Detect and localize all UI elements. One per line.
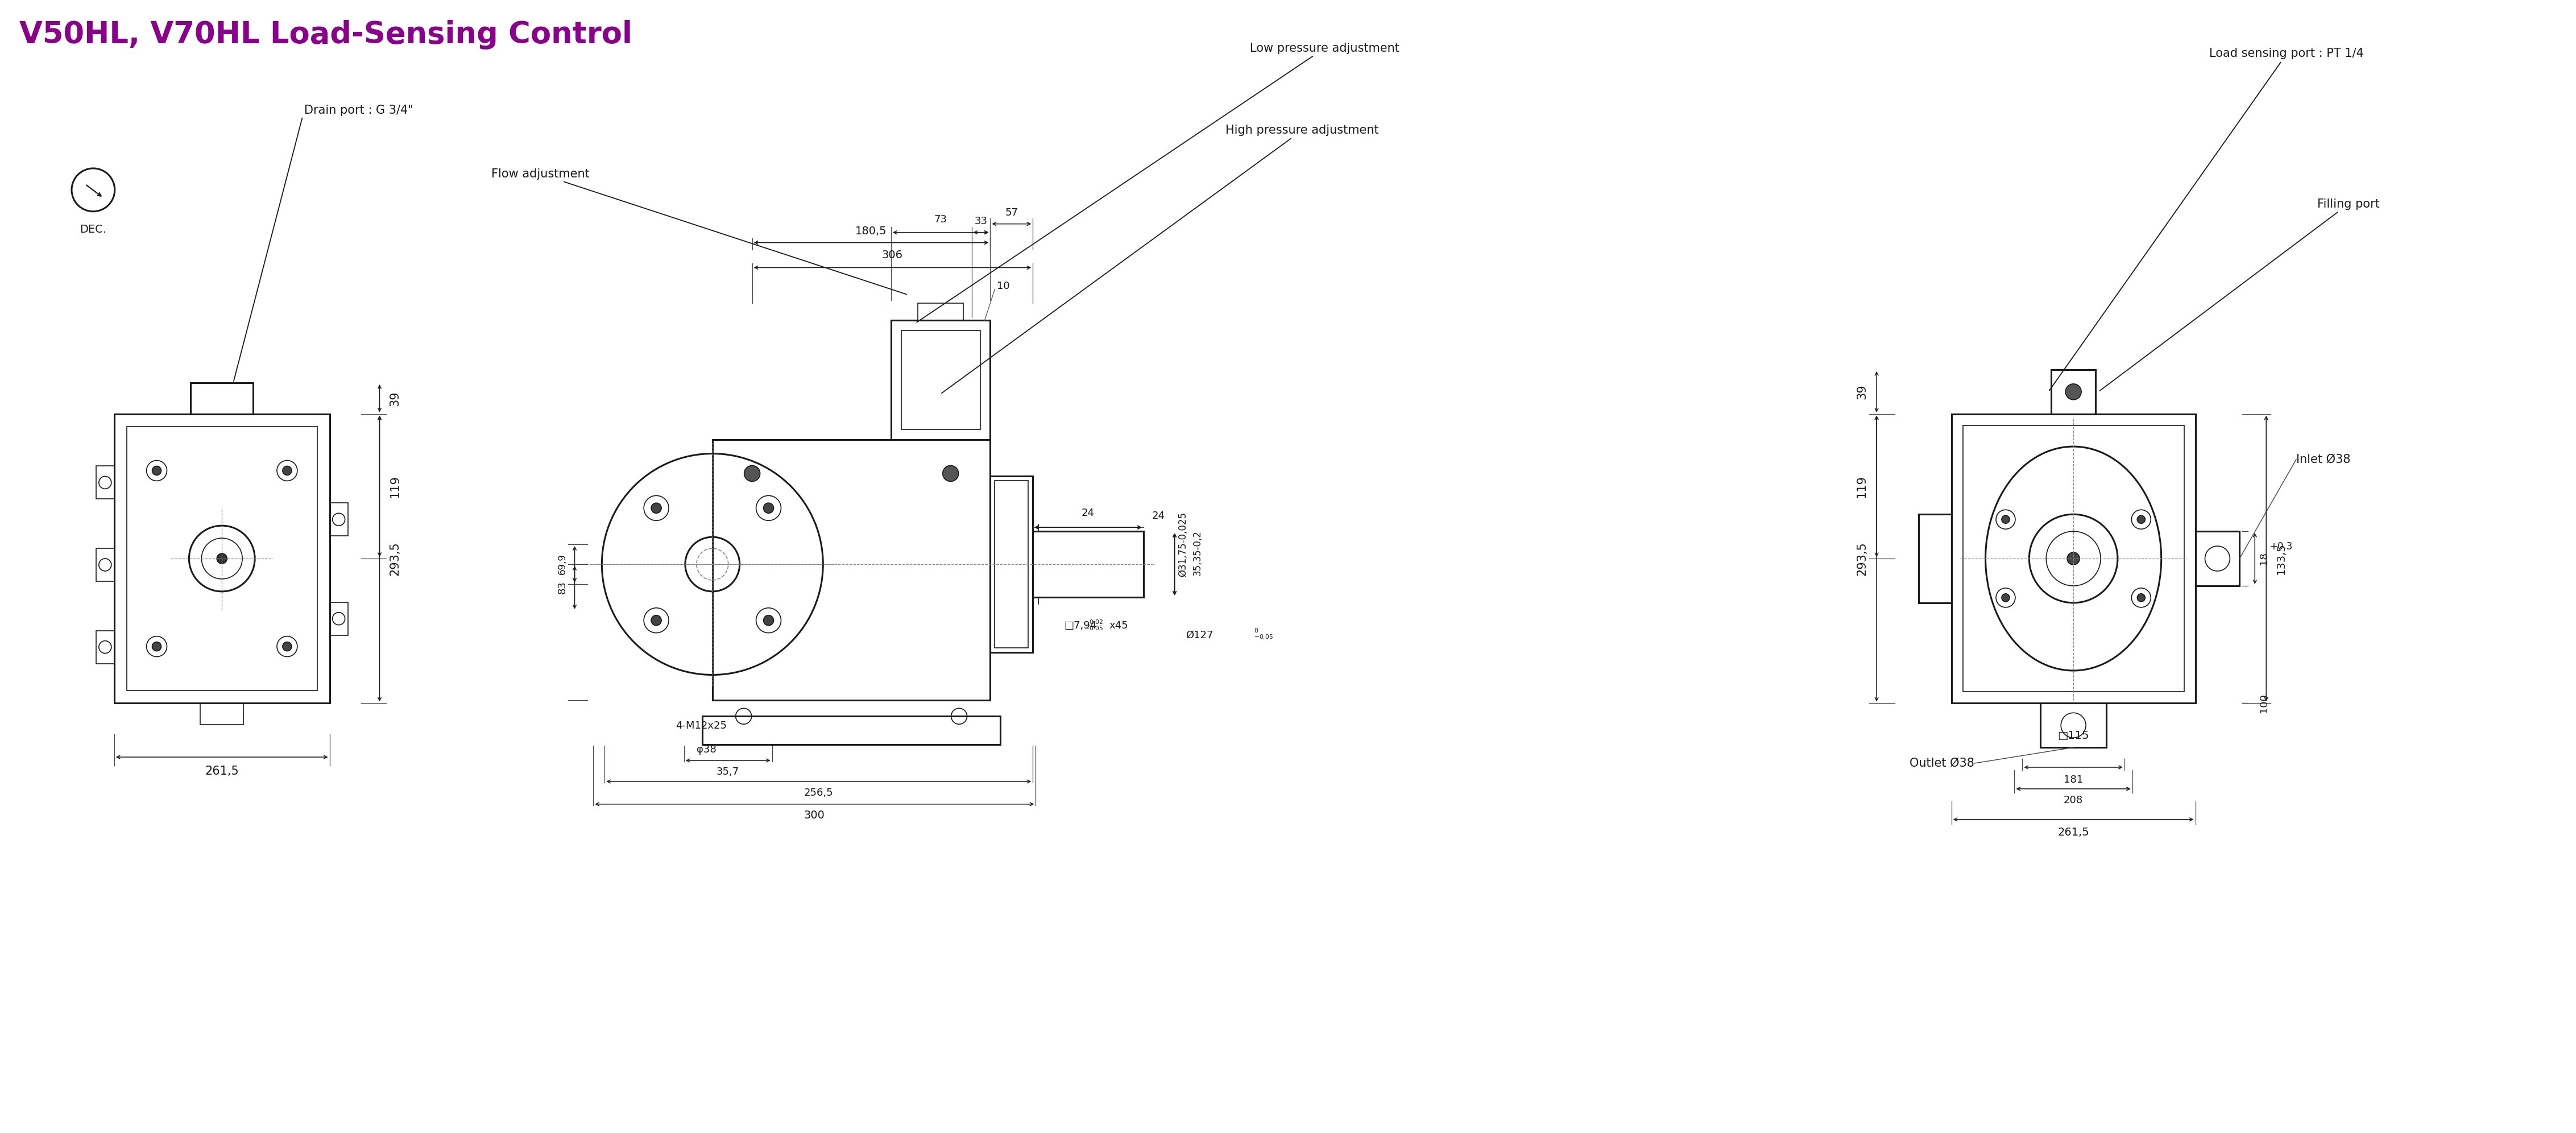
Bar <box>2195 531 2239 586</box>
Text: 35,35-0,2: 35,35-0,2 <box>1193 530 1203 576</box>
Text: 293,5: 293,5 <box>389 542 399 576</box>
Text: 256,5: 256,5 <box>804 787 835 798</box>
Text: 73: 73 <box>935 214 948 224</box>
Circle shape <box>152 642 162 651</box>
Text: +0.3: +0.3 <box>2269 542 2293 552</box>
Text: V50HL, V70HL Load-Sensing Control: V50HL, V70HL Load-Sensing Control <box>21 19 634 50</box>
Text: 300: 300 <box>804 810 824 821</box>
Text: 39: 39 <box>389 391 399 406</box>
Text: 24: 24 <box>1082 508 1095 518</box>
Text: $^{-0.02}_{-0.05}$: $^{-0.02}_{-0.05}$ <box>1084 619 1103 632</box>
Text: 57: 57 <box>1005 207 1018 218</box>
Circle shape <box>2138 594 2146 602</box>
Text: Filling port: Filling port <box>2099 198 2380 391</box>
Bar <box>902 331 979 429</box>
Bar <box>126 426 317 691</box>
Circle shape <box>762 503 773 513</box>
Text: Ø31,75-0,025: Ø31,75-0,025 <box>1177 512 1188 577</box>
Text: 69,9: 69,9 <box>556 554 567 574</box>
Text: 180,5: 180,5 <box>855 225 886 237</box>
Text: DEC.: DEC. <box>80 224 106 235</box>
Circle shape <box>744 466 760 482</box>
Bar <box>95 548 113 581</box>
Circle shape <box>2066 384 2081 400</box>
Bar <box>2050 369 2094 414</box>
Bar <box>2040 704 2107 748</box>
Bar <box>891 321 989 440</box>
Bar <box>95 466 113 499</box>
Bar <box>113 414 330 704</box>
Text: 4-M12x25: 4-M12x25 <box>675 721 726 731</box>
Circle shape <box>216 553 227 563</box>
Bar <box>201 704 245 725</box>
Circle shape <box>2066 552 2079 564</box>
Bar <box>703 716 999 744</box>
Text: 39: 39 <box>1857 384 1868 399</box>
Bar <box>95 631 113 664</box>
Text: 10: 10 <box>997 281 1010 291</box>
Text: 293,5: 293,5 <box>1857 542 1868 576</box>
Text: 306: 306 <box>881 249 904 261</box>
Circle shape <box>652 615 662 625</box>
Bar <box>191 383 252 414</box>
Text: 24: 24 <box>1151 511 1164 521</box>
Text: φ38: φ38 <box>698 744 716 755</box>
Text: Drain port : G 3/4": Drain port : G 3/4" <box>234 104 412 381</box>
Text: Inlet Ø38: Inlet Ø38 <box>2295 453 2349 465</box>
Text: 119: 119 <box>1857 475 1868 497</box>
Circle shape <box>283 642 291 651</box>
Bar <box>330 503 348 536</box>
Text: □115: □115 <box>2058 731 2089 741</box>
Bar <box>714 440 989 700</box>
Text: 261,5: 261,5 <box>206 766 240 777</box>
Circle shape <box>2002 594 2009 602</box>
Bar <box>1953 414 2195 704</box>
Bar <box>994 480 1028 648</box>
Circle shape <box>762 615 773 625</box>
Text: Low pressure adjustment: Low pressure adjustment <box>917 42 1399 322</box>
Text: 208: 208 <box>2063 795 2084 806</box>
Text: x45: x45 <box>1110 621 1128 631</box>
Bar <box>1919 514 1953 603</box>
Bar <box>330 603 348 636</box>
Text: 18: 18 <box>2259 552 2269 565</box>
Text: 83: 83 <box>556 581 567 594</box>
Text: $_{-0.05}^{0}$: $_{-0.05}^{0}$ <box>1255 628 1273 640</box>
Circle shape <box>152 466 162 475</box>
Circle shape <box>2138 516 2146 523</box>
Text: □7,94: □7,94 <box>1064 621 1097 631</box>
Bar <box>989 476 1033 653</box>
Text: Ø127: Ø127 <box>1185 630 1213 640</box>
Text: Outlet Ø38: Outlet Ø38 <box>1909 758 1973 769</box>
Text: 100: 100 <box>2259 693 2269 713</box>
Circle shape <box>2002 516 2009 523</box>
Text: 261,5: 261,5 <box>2058 827 2089 838</box>
Text: 33: 33 <box>974 216 987 227</box>
Text: Flow adjustment: Flow adjustment <box>492 169 907 295</box>
Text: High pressure adjustment: High pressure adjustment <box>943 125 1378 393</box>
Text: 181: 181 <box>2063 775 2084 785</box>
Text: 35,7: 35,7 <box>716 767 739 777</box>
Circle shape <box>943 466 958 482</box>
Text: 119: 119 <box>389 475 399 497</box>
Circle shape <box>283 466 291 475</box>
Text: Load sensing port : PT 1/4: Load sensing port : PT 1/4 <box>2050 48 2365 391</box>
Bar <box>1963 425 2184 692</box>
Bar <box>917 304 963 321</box>
Text: 133,5: 133,5 <box>2275 543 2287 574</box>
Circle shape <box>652 503 662 513</box>
